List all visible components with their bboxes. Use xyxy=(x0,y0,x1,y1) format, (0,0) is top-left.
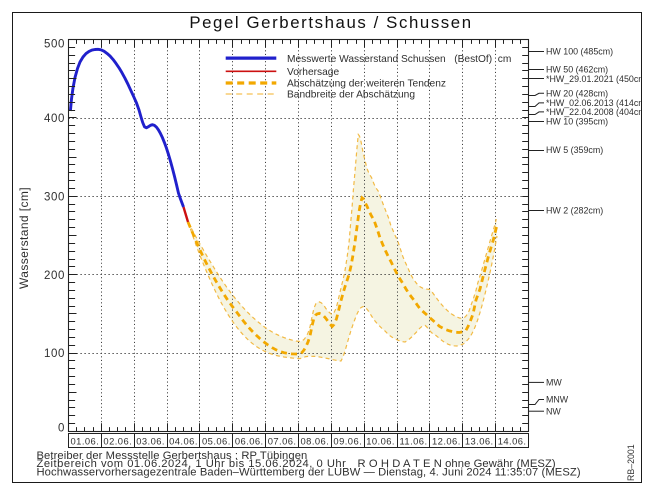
svg-text:0: 0 xyxy=(58,422,65,434)
svg-text:03.06.: 03.06. xyxy=(136,436,165,447)
svg-text:09.06.: 09.06. xyxy=(333,436,362,447)
svg-text:*HW_29.01.2021 (450cm): *HW_29.01.2021 (450cm) xyxy=(546,74,649,84)
svg-text:Vorhersage: Vorhersage xyxy=(287,67,339,78)
svg-text:12.06.: 12.06. xyxy=(432,436,461,447)
svg-text:100: 100 xyxy=(44,348,65,360)
svg-text:HW 5 (359cm): HW 5 (359cm) xyxy=(546,145,603,155)
svg-text:Zeitbereich vom 01.06.2024, 1: Zeitbereich vom 01.06.2024, 1 Uhr bis 15… xyxy=(37,458,347,470)
svg-text:13.06.: 13.06. xyxy=(465,436,494,447)
svg-text:Messwerte Wasserstand Schussen: Messwerte Wasserstand Schussen (BestOf) … xyxy=(287,54,511,65)
svg-text:RB–2001: RB–2001 xyxy=(626,444,636,481)
svg-text:HW 100 (485cm): HW 100 (485cm) xyxy=(546,47,613,57)
svg-text:MW: MW xyxy=(546,378,562,388)
svg-text:HW 50 (462cm): HW 50 (462cm) xyxy=(546,64,608,74)
svg-text:04.06.: 04.06. xyxy=(169,436,198,447)
svg-text:HW 10 (395cm): HW 10 (395cm) xyxy=(546,116,608,126)
svg-text:Hochwasservorhersagezentrale B: Hochwasservorhersagezentrale Baden–Württ… xyxy=(37,467,581,479)
svg-text:MNW: MNW xyxy=(546,395,569,405)
svg-text:01.06.: 01.06. xyxy=(71,436,100,447)
svg-text:14.06.: 14.06. xyxy=(498,436,527,447)
svg-text:Abschätzung der weiteren Tende: Abschätzung der weiteren Tendenz xyxy=(287,79,446,90)
svg-text:06.06.: 06.06. xyxy=(235,436,264,447)
svg-text:Pegel Gerbertshaus / Schussen: Pegel Gerbertshaus / Schussen xyxy=(189,13,472,32)
svg-text:07.06.: 07.06. xyxy=(268,436,297,447)
svg-text:11.06.: 11.06. xyxy=(399,436,427,447)
svg-text:R O H D A T E N ohne Gewähr (M: R O H D A T E N ohne Gewähr (MESZ) xyxy=(358,458,556,470)
svg-text:Betreiber der Messstelle Gerbe: Betreiber der Messstelle Gerbertshaus : … xyxy=(37,450,308,462)
svg-text:400: 400 xyxy=(44,113,65,125)
svg-text:200: 200 xyxy=(44,270,65,282)
svg-text:Bandbreite der Abschätzung: Bandbreite der Abschätzung xyxy=(287,89,415,100)
svg-text:500: 500 xyxy=(44,38,65,50)
svg-text:08.06.: 08.06. xyxy=(301,436,330,447)
svg-text:NW: NW xyxy=(546,406,561,416)
svg-text:300: 300 xyxy=(44,191,65,203)
svg-text:05.06.: 05.06. xyxy=(202,436,231,447)
svg-text:02.06.: 02.06. xyxy=(103,436,132,447)
svg-text:*HW_22.04.2008 (404cm): *HW_22.04.2008 (404cm) xyxy=(546,107,649,117)
svg-text:10.06.: 10.06. xyxy=(366,436,395,447)
svg-text:HW 20 (428cm): HW 20 (428cm) xyxy=(546,88,608,98)
svg-text:HW 2 (282cm): HW 2 (282cm) xyxy=(546,205,603,215)
svg-text:*HW_02.06.2013 (414cm): *HW_02.06.2013 (414cm) xyxy=(546,98,649,108)
svg-text:Wasserstand [cm]: Wasserstand [cm] xyxy=(17,187,31,289)
